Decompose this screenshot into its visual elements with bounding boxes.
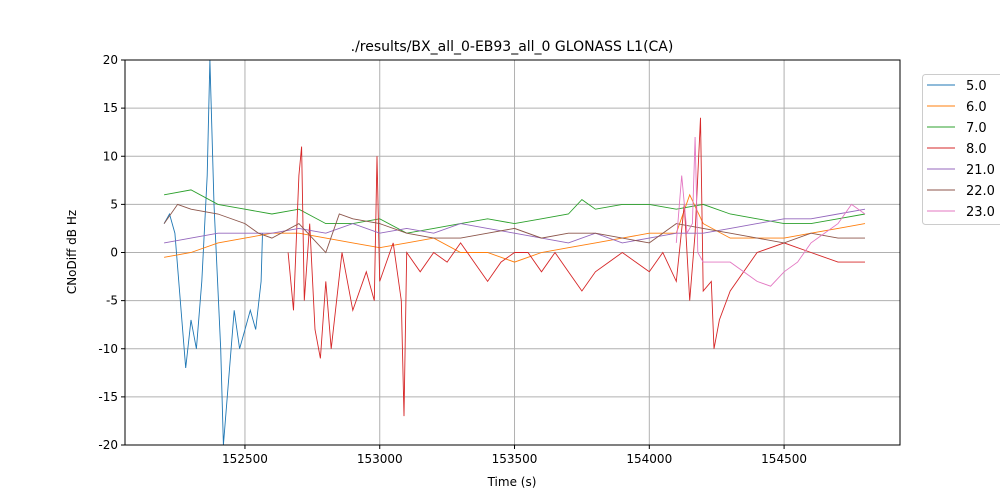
- x-tick-label: 154000: [626, 452, 672, 466]
- y-axis-label: CNoDiff dB Hz: [65, 210, 79, 294]
- x-tick-label: 152500: [222, 452, 268, 466]
- y-tick-label: 20: [103, 53, 118, 67]
- legend-label: 8.0: [966, 142, 987, 157]
- chart-title: ./results/BX_all_0-EB93_all_0 GLONASS L1…: [351, 39, 674, 55]
- legend-label: 21.0: [966, 163, 995, 178]
- legend-label: 7.0: [966, 121, 987, 136]
- legend-label: 6.0: [966, 100, 987, 115]
- series-line-8.0: [288, 118, 865, 416]
- x-tick-label: 154500: [761, 452, 807, 466]
- legend-box: [923, 75, 1000, 225]
- x-tick-label: 153500: [492, 452, 538, 466]
- y-tick-label: 15: [103, 101, 118, 115]
- grid: [125, 60, 900, 445]
- y-tick-label: 5: [110, 197, 118, 211]
- legend-label: 23.0: [966, 205, 995, 220]
- y-tick-label: 0: [110, 246, 118, 260]
- legend-label: 5.0: [966, 79, 987, 94]
- ticks: 152500 153000 153500 154000 154500 -20 -15 -10 -…: [98, 53, 807, 466]
- x-axis-label: Time (s): [487, 475, 537, 489]
- series-line-23.0: [676, 137, 865, 286]
- y-tick-label: -5: [106, 294, 118, 308]
- y-tick-label: 10: [103, 149, 118, 163]
- legend-label: 22.0: [966, 184, 995, 199]
- y-tick-label: -20: [98, 438, 118, 452]
- legend: 5.0 6.0 7.0 8.0 21.0 22.0 23.0: [923, 75, 1000, 225]
- y-tick-label: -15: [98, 390, 118, 404]
- y-tick-label: -10: [98, 342, 118, 356]
- x-tick-label: 153000: [357, 452, 403, 466]
